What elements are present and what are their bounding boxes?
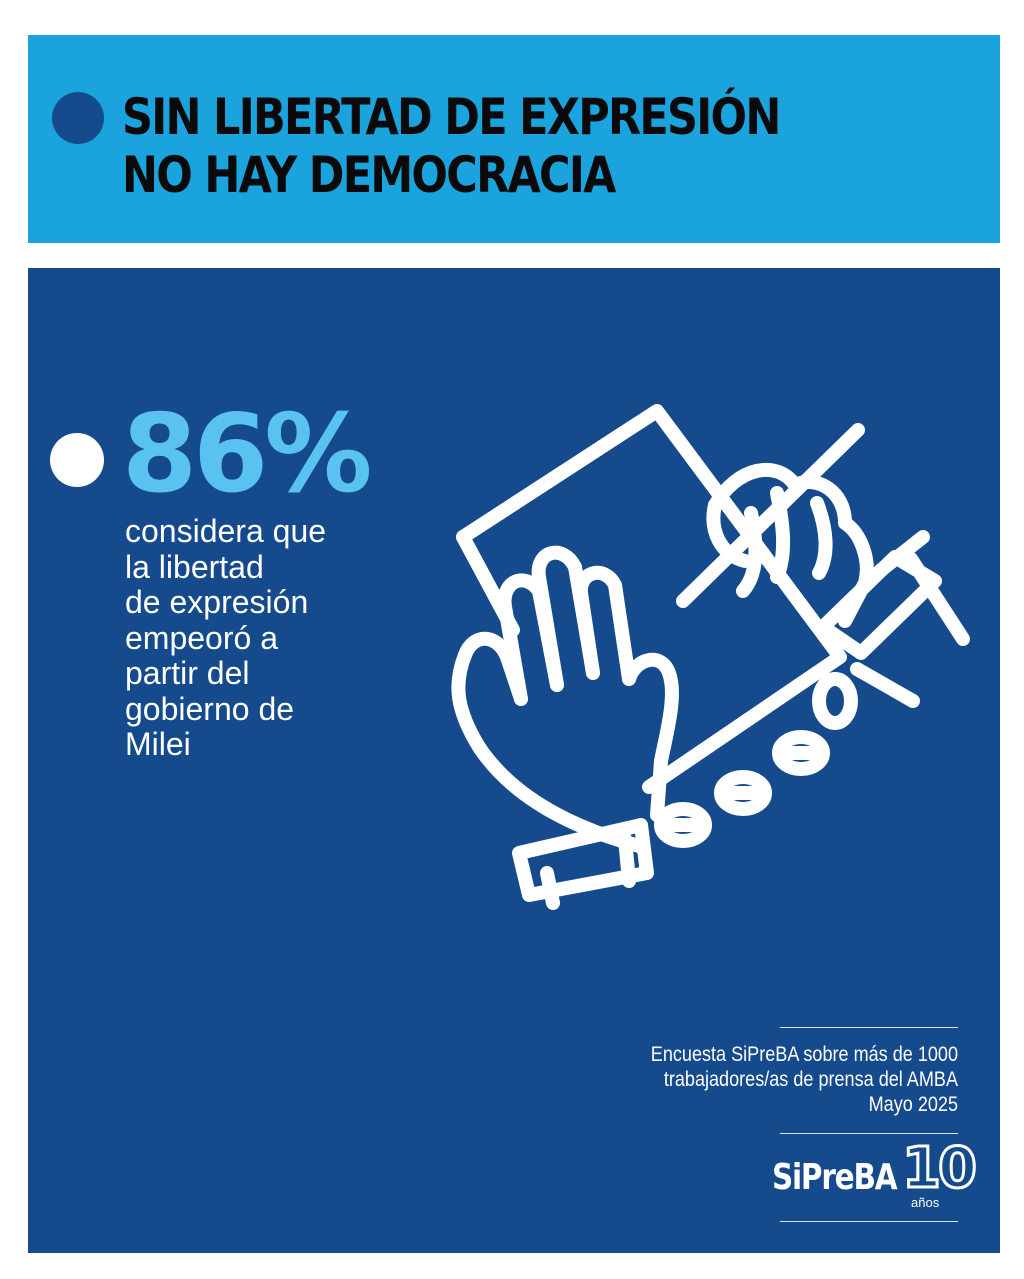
divider-bottom — [780, 1221, 958, 1222]
sipreba-logo: SiPreBA 10 años — [772, 1137, 978, 1215]
stat-bullet — [50, 433, 104, 487]
headline-line-2: NO HAY DEMOCRACIA — [122, 146, 616, 204]
header-band — [28, 35, 1000, 243]
divider-middle — [780, 1133, 958, 1134]
source-note: Encuesta SiPreBA sobre más de 1000 traba… — [650, 1042, 958, 1117]
header-bullet — [52, 92, 104, 144]
chained-hands-holding-paper-icon — [451, 404, 970, 910]
headline: SIN LIBERTAD DE EXPRESIÓN NO HAY DEMOCRA… — [122, 88, 781, 204]
content-panel — [28, 268, 1000, 1253]
logo-anniversary-number: 10 — [901, 1136, 979, 1201]
logo-anniversary-label: años — [911, 1195, 940, 1210]
logo-name: SiPreBA — [772, 1157, 898, 1198]
source-line-1: Encuesta SiPreBA sobre más de 1000 — [650, 1043, 958, 1066]
headline-line-1: SIN LIBERTAD DE EXPRESIÓN — [122, 88, 781, 146]
stat-description: considera que la libertad de expresión e… — [125, 513, 327, 762]
source-line-3: Mayo 2025 — [868, 1093, 958, 1116]
source-line-2: trabajadores/as de prensa del AMBA — [663, 1068, 958, 1091]
divider-top — [780, 1027, 958, 1028]
stat-percentage: 86% — [122, 392, 373, 517]
